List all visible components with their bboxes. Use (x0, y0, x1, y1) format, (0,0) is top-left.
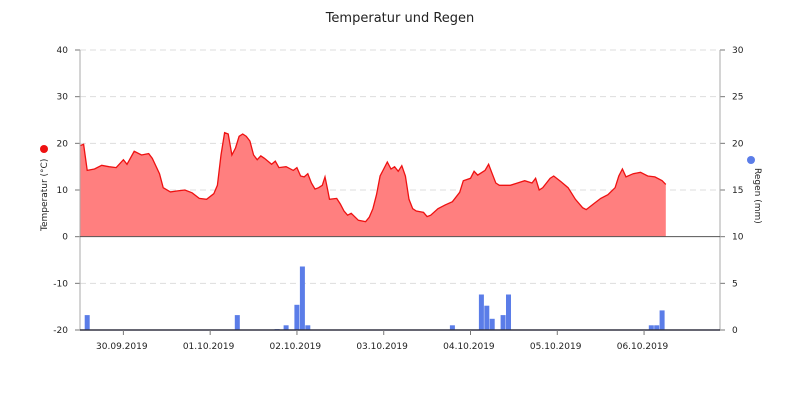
y-left-tick-label: 30 (57, 93, 69, 103)
temperature-line (79, 131, 667, 223)
y-left-tick-label: 40 (57, 46, 69, 56)
y-right-axis-label-group: Regen (mm) (747, 156, 762, 224)
x-tick-label: 30.09.2019 (96, 342, 148, 352)
x-tick-label: 06.10.2019 (617, 342, 669, 352)
y-right-tick-label: 10 (732, 233, 744, 243)
rain-bar (234, 315, 240, 330)
rain-bar (478, 294, 484, 330)
y-left-axis-label-group: Temperatur (°C) (40, 145, 50, 232)
y-right-tick-label: 0 (732, 326, 738, 336)
x-tick-label: 04.10.2019 (443, 342, 495, 352)
rain-bar (659, 310, 665, 330)
y-left-tick-label: 10 (57, 186, 69, 196)
x-tick-label: 03.10.2019 (356, 342, 408, 352)
rain-bar (449, 325, 455, 330)
rain-bar (84, 315, 90, 330)
rain-bar (299, 266, 305, 330)
rain-bar (654, 325, 660, 330)
rain-series (84, 266, 665, 330)
y-left-tick-label: -20 (53, 326, 68, 336)
rain-legend-marker (747, 156, 755, 164)
rain-bar (506, 294, 511, 330)
chart-title: Temperatur und Regen (325, 11, 475, 26)
y-right-tick-label: 30 (732, 46, 744, 56)
axes: 40 30 20 10 0 -10 -20 30 25 20 15 10 5 0 30.09.2019 01.… (53, 46, 743, 352)
x-tick-label: 05.10.2019 (530, 342, 582, 352)
y-right-axis-label: Regen (mm) (752, 168, 762, 224)
rain-bar (305, 325, 311, 330)
y-left-axis-label: Temperatur (°C) (40, 159, 50, 232)
rain-bar (294, 304, 300, 330)
temperature-area (80, 132, 666, 237)
y-right-tick-label: 15 (732, 186, 743, 196)
y-right-tick-label: 25 (732, 93, 743, 103)
x-tick-label: 01.10.2019 (183, 342, 235, 352)
rain-bar (484, 305, 490, 330)
temperature-series (79, 131, 667, 237)
rain-bar (500, 315, 506, 330)
y-right-tick-label: 5 (732, 279, 738, 289)
grid-lines (80, 49, 720, 284)
x-tick-label: 02.10.2019 (270, 342, 322, 352)
y-left-tick-label: 0 (62, 233, 68, 243)
rain-bar (489, 318, 495, 330)
rain-bar (648, 325, 654, 330)
y-left-tick-label: 20 (57, 139, 69, 149)
y-right-tick-label: 20 (732, 139, 744, 149)
y-left-tick-label: -10 (53, 279, 68, 289)
temperature-legend-marker (40, 145, 48, 153)
rain-bar (283, 325, 289, 330)
